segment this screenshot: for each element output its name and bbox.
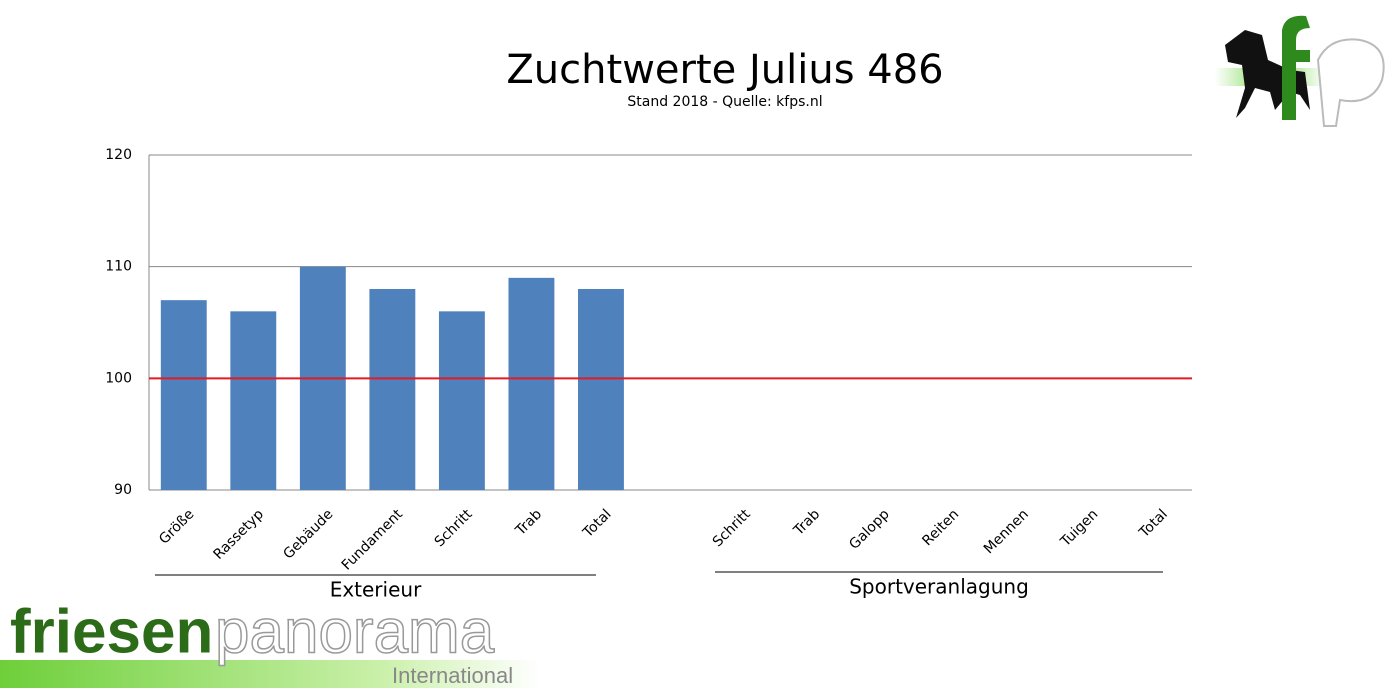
fp-logo [1215,15,1385,127]
x-tick-label: Galopp [846,506,893,553]
bar [578,289,624,490]
x-tick-label: Reiten [919,506,962,549]
y-tick-label: 100 [105,370,132,386]
logo-text: International [392,663,513,688]
friesenpanorama-logo: friesen panorama International [0,597,540,688]
chart-title: Zuchtwerte Julius 486 [506,47,943,93]
chart-subtitle: Stand 2018 - Quelle: kfps.nl [627,94,822,110]
x-tick-label: Rassetyp [210,506,267,563]
x-tick-label: Schritt [432,506,476,550]
group-label: Sportveranlagung [849,575,1029,599]
x-tick-label: Fundament [339,506,407,574]
bar [508,277,555,490]
bar [160,300,207,490]
group-label: Exterieur [330,578,422,602]
x-tick-label: Schritt [710,506,754,550]
bar [230,311,277,490]
y-tick-label: 90 [114,482,132,498]
logo-text: panorama [215,597,495,666]
x-tick-label: Total [1136,506,1171,541]
bar [438,311,485,490]
x-tick-label: Tuigen [1057,506,1101,550]
x-tick-label: Mennen [981,506,1032,557]
x-tick-label: Trab [790,506,823,539]
x-tick-label: Total [579,506,614,541]
bar [369,289,416,490]
x-tick-label: Trab [512,506,545,539]
y-tick-label: 110 [105,259,132,275]
x-tick-label: Gebäude [280,506,336,562]
y-tick-label: 120 [105,147,132,163]
x-tick-label: Größe [156,506,197,547]
logo-text: friesen [10,597,213,666]
